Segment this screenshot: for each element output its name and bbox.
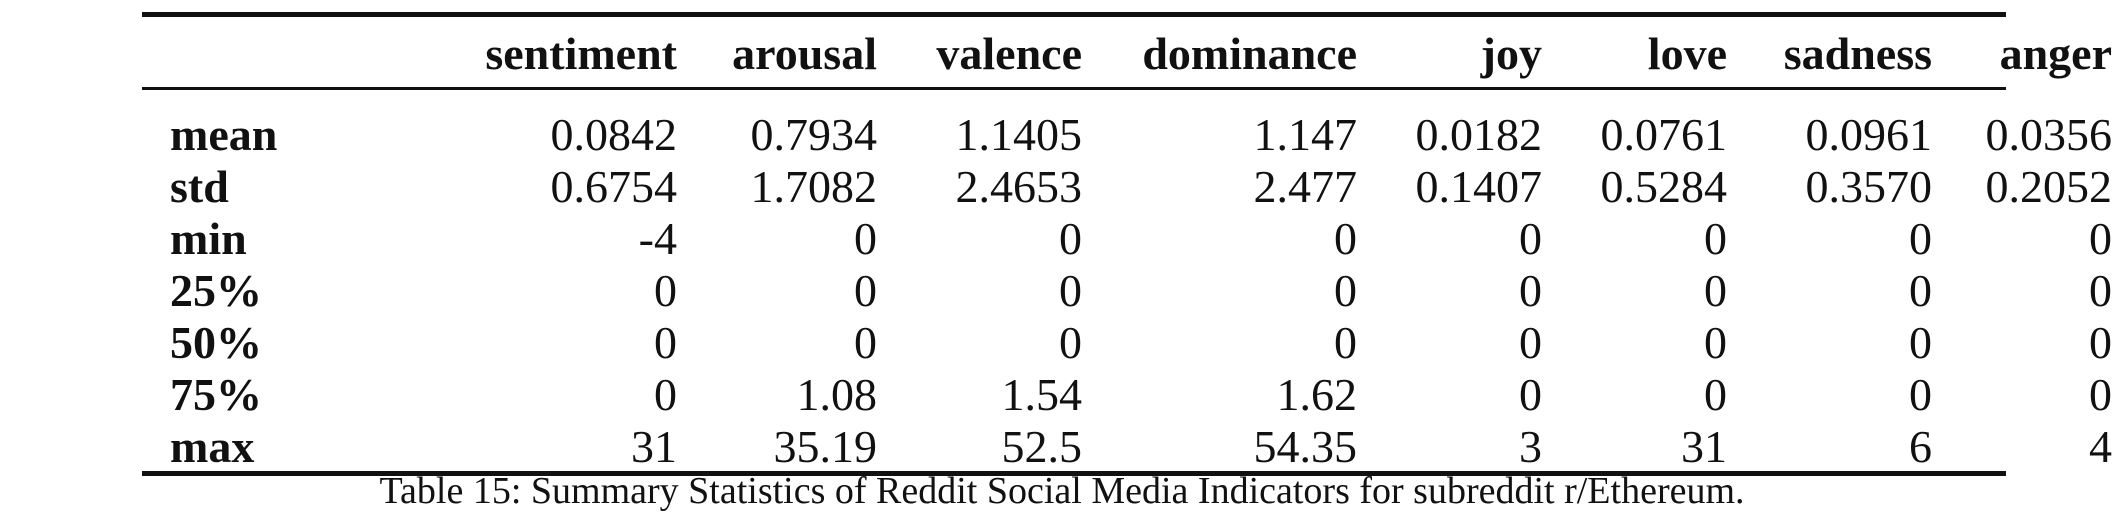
column-header: valence	[936, 27, 1082, 79]
table-cell: 0	[1334, 213, 1357, 264]
table-cell: 1.62	[1276, 369, 1358, 420]
table-cell: 0.7934	[750, 109, 878, 160]
table-cell: 0.6754	[550, 161, 678, 212]
table-cell: 0	[854, 213, 877, 264]
table-cell: 1.1405	[955, 109, 1083, 160]
table-cell: 6	[1909, 421, 1932, 472]
row-label: 50%	[170, 317, 262, 368]
table-bottom-rule	[142, 471, 2006, 476]
table-cell: 0	[1059, 317, 1082, 368]
table-cell: 0	[1909, 265, 1932, 316]
table-cell: 0.2052	[1985, 161, 2113, 212]
table-cell: 0	[1909, 213, 1932, 264]
table-cell: 0.0961	[1805, 109, 1933, 160]
table-cell: 4	[2089, 421, 2112, 472]
column-header: dominance	[1142, 27, 1357, 79]
table-cell: 0	[1334, 265, 1357, 316]
table-cell: 2.4653	[955, 161, 1083, 212]
table-cell: 31	[1681, 421, 1727, 472]
row-label: min	[170, 213, 247, 264]
table-cell: 0	[1909, 317, 1932, 368]
table-cell: 0	[1059, 265, 1082, 316]
table-cell: 31	[631, 421, 677, 472]
table-cell: 0	[654, 369, 677, 420]
table-row: 25% 0 0 0 0 0 0 0 0	[142, 265, 2122, 317]
table-cell: -4	[638, 213, 677, 264]
table-cell: 1.7082	[750, 161, 878, 212]
row-label: max	[170, 421, 255, 472]
table-cell: 1.54	[1001, 369, 1083, 420]
table-cell: 0	[1704, 265, 1727, 316]
table-cell: 0	[854, 265, 877, 316]
table-cell: 0.0182	[1415, 109, 1543, 160]
table-cell: 0	[2089, 213, 2112, 264]
column-header: joy	[1480, 27, 1542, 79]
table-cell: 0	[1704, 317, 1727, 368]
table-row: mean 0.0842 0.7934 1.1405 1.147 0.0182 0…	[142, 91, 2122, 161]
row-label: mean	[170, 109, 278, 160]
table-row: std 0.6754 1.7082 2.4653 2.477 0.1407 0.…	[142, 161, 2122, 213]
table-header-row: sentiment arousal valence dominance joy …	[142, 12, 2122, 91]
table-cell: 0.1407	[1415, 161, 1543, 212]
row-label: std	[170, 161, 229, 212]
table-cell: 52.5	[1001, 421, 1083, 472]
table-header-rule	[142, 87, 2006, 90]
table-cell: 0	[854, 317, 877, 368]
table-cell: 0	[2089, 265, 2112, 316]
table-cell: 0	[2089, 317, 2112, 368]
column-header: sadness	[1783, 27, 1932, 79]
table-top-rule	[142, 12, 2006, 17]
table-cell: 0	[1519, 317, 1542, 368]
table-cell: 0	[654, 265, 677, 316]
table-row: min -4 0 0 0 0 0 0 0	[142, 213, 2122, 265]
table-cell: 0	[2089, 369, 2112, 420]
column-header: sentiment	[485, 27, 677, 79]
table-cell: 35.19	[773, 421, 878, 472]
table-cell: 0	[1059, 213, 1082, 264]
table-cell: 0	[1519, 369, 1542, 420]
column-header: love	[1647, 27, 1727, 79]
table-cell: 0	[1704, 369, 1727, 420]
table-cell: 0.3570	[1805, 161, 1933, 212]
column-header: arousal	[732, 27, 877, 79]
header-stub	[142, 12, 432, 91]
row-label: 25%	[170, 265, 262, 316]
table-caption: Table 15: Summary Statistics of Reddit S…	[379, 470, 1745, 512]
table-cell: 0	[1909, 369, 1932, 420]
summary-statistics-table: sentiment arousal valence dominance joy …	[142, 12, 2122, 473]
table-cell: 0	[1334, 317, 1357, 368]
column-header: anger	[1999, 27, 2112, 79]
table-row: 50% 0 0 0 0 0 0 0 0	[142, 317, 2122, 369]
table-cell: 0	[1704, 213, 1727, 264]
table-cell: 0.0761	[1600, 109, 1728, 160]
table-row: max 31 35.19 52.5 54.35 3 31 6 4	[142, 421, 2122, 473]
table-cell: 0	[1519, 265, 1542, 316]
table-cell: 1.147	[1253, 109, 1358, 160]
table-cell: 1.08	[796, 369, 878, 420]
table-cell: 0.0842	[550, 109, 678, 160]
table-cell: 54.35	[1253, 421, 1358, 472]
table-row: 75% 0 1.08 1.54 1.62 0 0 0 0	[142, 369, 2122, 421]
table-cell: 0	[1519, 213, 1542, 264]
row-label: 75%	[170, 369, 262, 420]
table-cell: 2.477	[1253, 161, 1358, 212]
table-cell: 3	[1519, 421, 1542, 472]
table-cell: 0	[654, 317, 677, 368]
table-cell: 0.0356	[1985, 109, 2113, 160]
table-cell: 0.5284	[1600, 161, 1728, 212]
